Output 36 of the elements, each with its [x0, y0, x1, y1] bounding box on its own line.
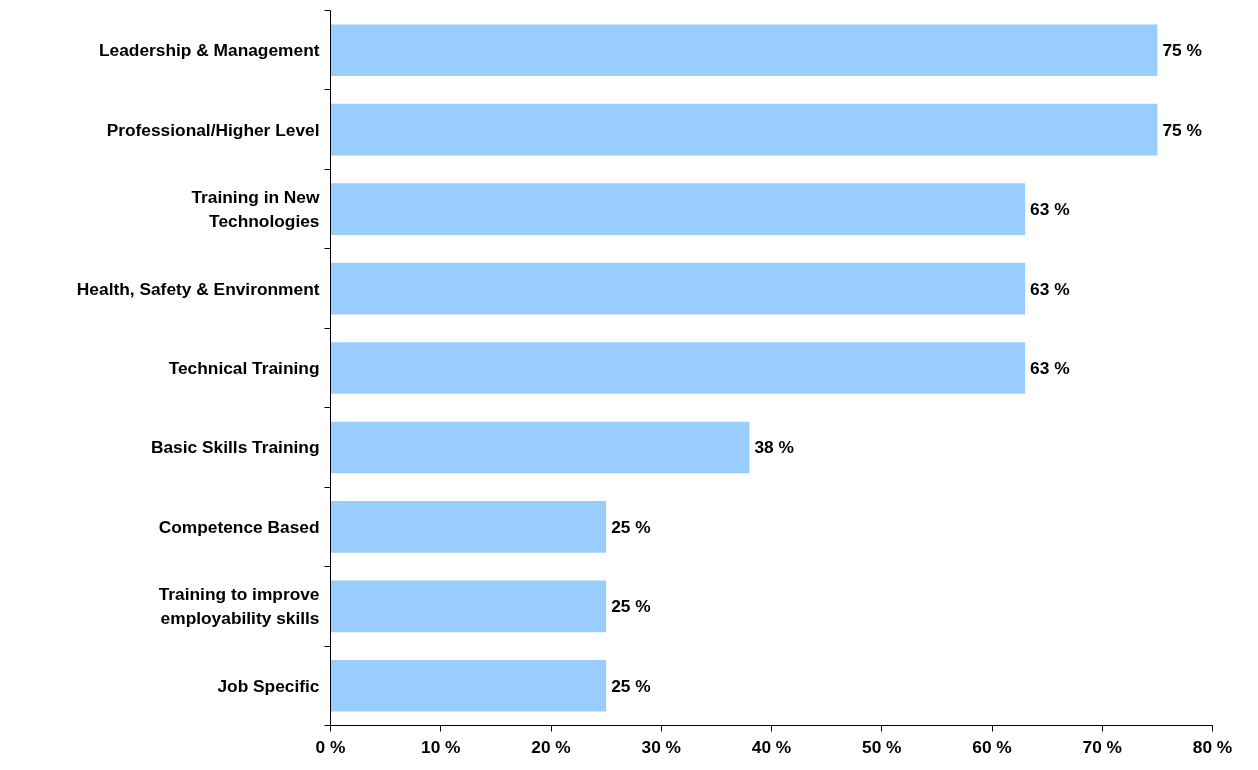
x-tick-label: 50 %: [862, 736, 902, 757]
x-tick-label: 60 %: [972, 736, 1012, 757]
bar: [330, 659, 607, 712]
data-label: 75 %: [1162, 40, 1202, 61]
x-tick-label: 70 %: [1082, 736, 1122, 757]
data-label: 63 %: [1030, 278, 1070, 299]
data-label: 25 %: [611, 596, 651, 617]
data-label: 63 %: [1030, 358, 1070, 378]
bar: [330, 183, 1026, 235]
data-label: 75 %: [1162, 119, 1202, 140]
bar: [330, 24, 1158, 77]
y-tick-label: Job Specific: [217, 675, 320, 696]
y-tick-label: Competence Based: [158, 516, 320, 537]
y-tick-label: Leadership & Management: [99, 40, 320, 61]
y-tick-label: Basic Skills Training: [150, 437, 320, 458]
y-tick-label: Training to improve employability skills: [158, 584, 320, 629]
x-tick-label: 40 %: [751, 736, 792, 757]
bar: [330, 103, 1158, 156]
data-label: 25 %: [611, 675, 651, 696]
data-label: 63 %: [1030, 199, 1070, 220]
x-tick-label: 30 %: [641, 736, 681, 757]
y-tick-label: Professional/Higher Level: [106, 119, 320, 140]
x-tick-label: 0 %: [315, 736, 346, 757]
data-label: 38 %: [754, 437, 794, 458]
bar: [330, 262, 1026, 315]
x-tick-label: 10 %: [421, 736, 461, 757]
bar: [330, 342, 1026, 394]
bar: [330, 580, 607, 633]
x-tick-label: 80 %: [1192, 736, 1233, 757]
x-tick-label: 20 %: [531, 736, 571, 757]
y-tick-label: Technical Training: [168, 358, 320, 378]
y-tick-label: Health, Safety & Environment: [76, 278, 320, 299]
data-label: 25 %: [611, 516, 651, 537]
y-tick-label: Training in New Technologies: [191, 187, 321, 232]
bar: [330, 421, 750, 474]
bar: [330, 501, 607, 553]
